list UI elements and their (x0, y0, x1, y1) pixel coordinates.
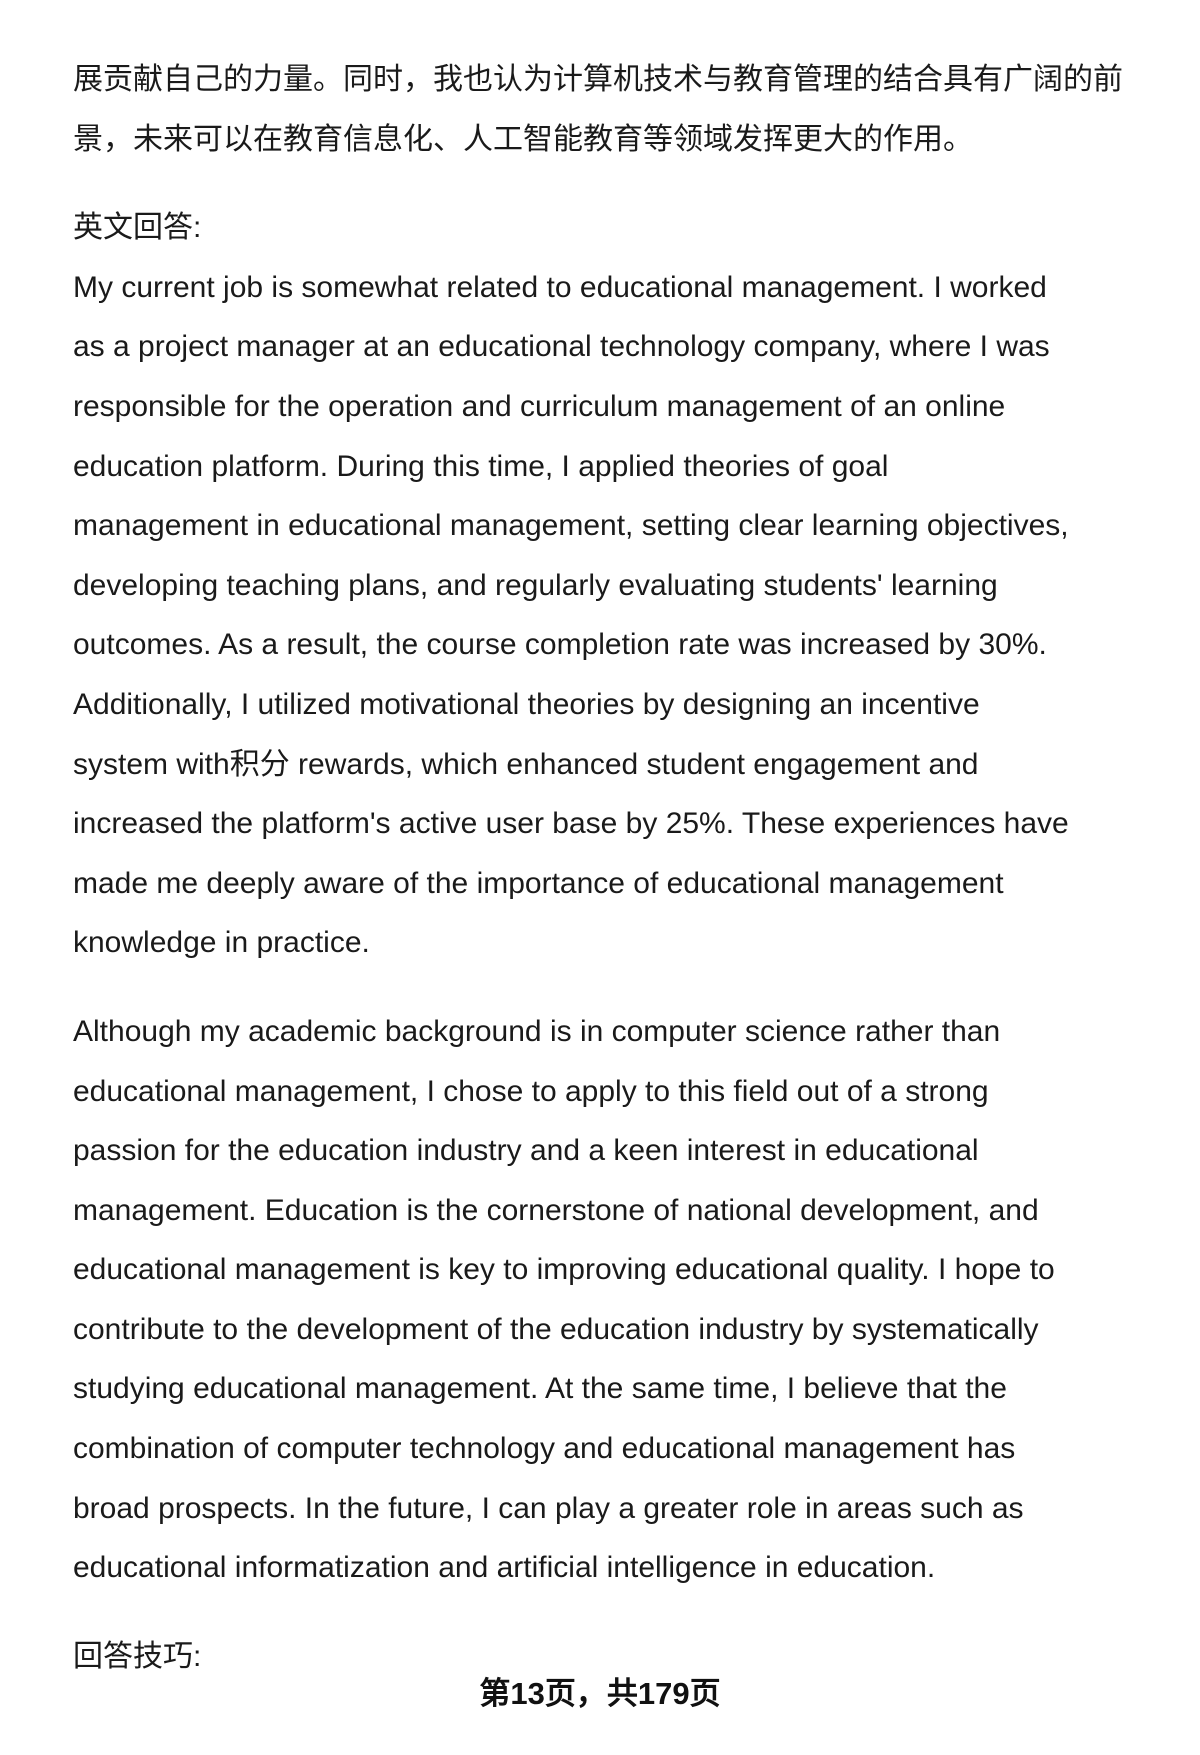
text-line: 回答技巧: (73, 1639, 202, 1673)
text-line: Additionally, I utilized motivational th… (73, 687, 980, 721)
paragraph: Although my academic background is in co… (73, 1002, 1183, 1598)
paragraph: 展贡献自己的力量。同时，我也认为计算机技术与教育管理的结合具有广阔的前 景，未来可… (73, 50, 1183, 169)
page-footer: 第13页，共179页 (479, 1676, 721, 1711)
text-line: 展贡献自己的力量。同时，我也认为计算机技术与教育管理的结合具有广阔的前 (73, 63, 1123, 96)
text-line: education platform. During this time, I … (73, 449, 889, 483)
text-line: broad prospects. In the future, I can pl… (73, 1491, 1024, 1525)
text-line: educational informatization and artifici… (73, 1551, 936, 1585)
text-line: passion for the education industry and a… (73, 1134, 979, 1168)
text-line: My current job is somewhat related to ed… (73, 270, 1047, 304)
text-line: developing teaching plans, and regularly… (73, 568, 998, 602)
text-line: responsible for the operation and curric… (73, 389, 1006, 423)
text-line: Although my academic background is in co… (73, 1014, 1001, 1048)
content: 展贡献自己的力量。同时，我也认为计算机技术与教育管理的结合具有广阔的前 景，未来可… (73, 50, 1183, 1686)
text-line: 英文回答: (73, 211, 202, 245)
text-line: management in educational management, se… (73, 509, 1069, 543)
text-line: educational management is key to improvi… (73, 1253, 1055, 1287)
text-line: made me deeply aware of the importance o… (73, 866, 1004, 900)
text-line: educational management, I chose to apply… (73, 1074, 989, 1108)
text-line: studying educational management. At the … (73, 1372, 1007, 1406)
text-line: as a project manager at an educational t… (73, 330, 1050, 364)
paragraph: 回答技巧: (73, 1627, 1183, 1687)
text-line: knowledge in practice. (73, 926, 370, 960)
text-line: outcomes. As a result, the course comple… (73, 628, 1047, 662)
text-line: 景，未来可以在教育信息化、人工智能教育等领域发挥更大的作用。 (73, 122, 973, 156)
text-line: management. Education is the cornerstone… (73, 1193, 1039, 1227)
text-line: increased the platform's active user bas… (73, 807, 1069, 841)
text-line: system with积分 rewards, which enhanced st… (73, 747, 979, 781)
paragraph: 英文回答: My current job is somewhat related … (73, 198, 1183, 973)
text-line: contribute to the development of the edu… (73, 1312, 1039, 1346)
text-line: combination of computer technology and e… (73, 1432, 1016, 1466)
